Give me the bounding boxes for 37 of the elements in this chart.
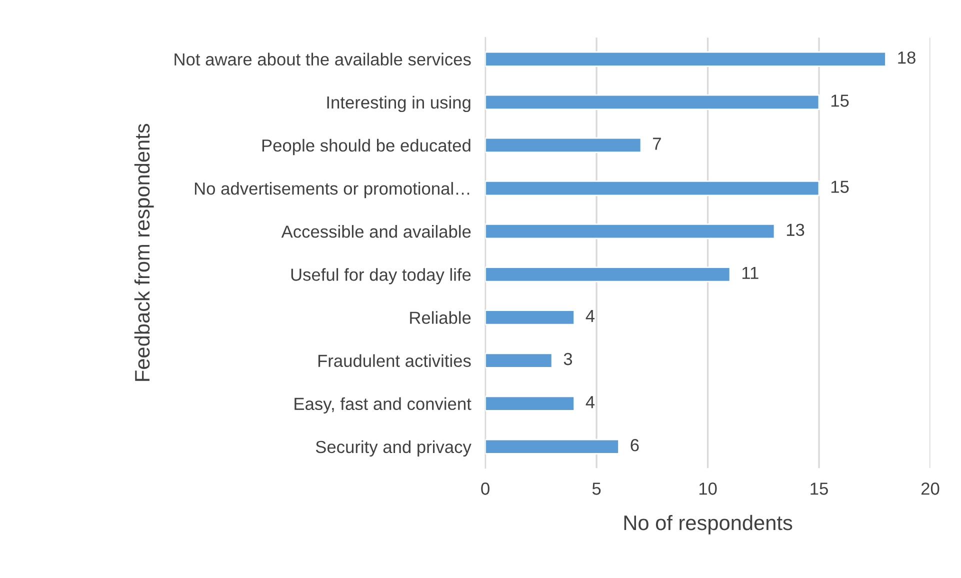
data-label: 11 [742,266,758,279]
y-tick-label: Accessible and available [281,225,471,238]
y-tick-label: Security and privacy [316,440,472,457]
bar [485,180,820,196]
y-tick-label: Reliable [410,311,471,324]
data-label: 6 [630,439,639,452]
bar [485,396,575,412]
bar [485,266,731,282]
bar [485,224,776,240]
bar [485,352,553,368]
bar [485,137,642,154]
y-tick-label: Easy, fast and convient [294,397,472,414]
data-label: 15 [831,94,849,107]
bar [485,310,575,326]
data-label: 15 [831,180,849,193]
data-label: 18 [898,51,916,64]
bar [485,51,886,67]
y-tick-label: Interesting in using [327,96,470,112]
data-label: 4 [586,396,595,408]
y-tick-label: Not aware about the available services [174,52,471,66]
data-label: 4 [586,310,595,322]
y-tick-label: Useful for day today life [291,268,471,284]
bar [485,94,820,110]
x-tick-label: 20 [921,482,940,495]
data-label: 13 [786,224,804,236]
data-label: 3 [564,352,572,366]
y-axis-title: Feedback from respondents [134,124,154,381]
x-tick-label: 0 [481,482,490,495]
y-tick-label: People should be educated [262,138,470,156]
bar [485,438,620,454]
x-tick-label: 15 [810,482,828,495]
x-tick-label: 5 [592,482,601,495]
y-tick-label: Fraudulent activities [318,354,471,367]
x-axis-title: No of respondents [624,514,792,534]
x-tick-label: 10 [699,482,717,495]
y-tick-label: No advertisements or promotional… [194,182,470,198]
data-label: 7 [653,138,661,150]
